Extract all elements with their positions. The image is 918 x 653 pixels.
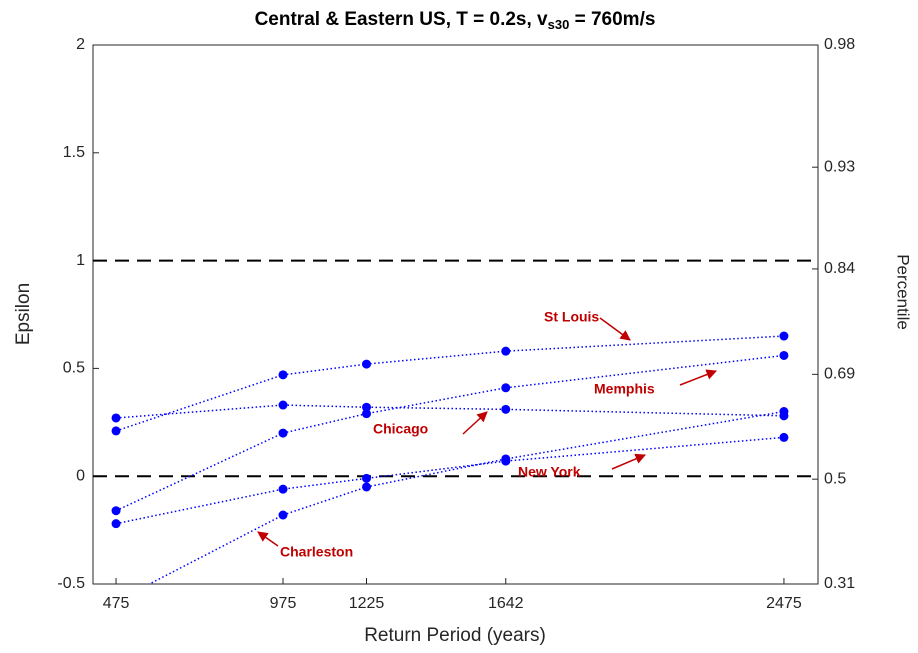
- data-point: [362, 402, 372, 412]
- data-point: [362, 359, 372, 369]
- data-point: [362, 473, 372, 483]
- y-tick-label: 2: [76, 36, 85, 53]
- data-point: [278, 484, 288, 494]
- data-point: [779, 432, 789, 442]
- data-point: [278, 400, 288, 410]
- data-point: [501, 454, 511, 464]
- y-tick-label: 1: [76, 252, 85, 269]
- data-point: [501, 346, 511, 356]
- y2-tick-label: 0.69: [824, 366, 855, 383]
- series-line: [115, 436, 785, 525]
- data-point: [111, 413, 121, 423]
- annotation-arrow: [599, 317, 631, 341]
- annotation-arrow: [257, 531, 279, 547]
- plot-area: [111, 331, 789, 584]
- data-point: [278, 370, 288, 380]
- data-point: [779, 331, 789, 341]
- plot-frame: [92, 44, 819, 585]
- annotation: Memphis: [594, 381, 655, 397]
- data-point: [362, 409, 372, 419]
- data-point: [111, 519, 121, 529]
- annotation-arrow: [462, 411, 488, 435]
- annotation: St Louis: [544, 309, 599, 325]
- annotation-arrow: [611, 453, 646, 470]
- data-point: [779, 350, 789, 360]
- annotation: Charleston: [280, 544, 353, 560]
- series-line: [115, 354, 785, 512]
- y2-tick-label: 0.5: [824, 470, 846, 487]
- y-tick-label: 1.5: [63, 144, 85, 161]
- y-tick-label: 0.5: [63, 360, 85, 377]
- x-axis-label: Return Period (years): [364, 625, 546, 646]
- x-tick-label: 975: [270, 595, 297, 612]
- chart-title: Central & Eastern US, T = 0.2s, vs30 = 7…: [255, 9, 656, 32]
- data-point: [501, 404, 511, 414]
- data-point: [501, 383, 511, 393]
- title-sub: s30: [548, 17, 570, 32]
- y2-tick-label: 0.93: [824, 158, 855, 175]
- data-point: [278, 510, 288, 520]
- series-line: [115, 404, 784, 419]
- series-line: [147, 410, 785, 584]
- annotation: Chicago: [373, 421, 428, 437]
- data-point: [111, 426, 121, 436]
- y-tick-label: 0: [76, 467, 85, 484]
- y2-tick-label: 0.31: [824, 575, 855, 592]
- y2-tick-label: 0.84: [824, 260, 855, 277]
- data-point: [278, 428, 288, 438]
- x-tick-label: 2475: [766, 595, 802, 612]
- title-part: = 760m/s: [569, 9, 655, 30]
- y-tick-label: -0.5: [57, 575, 85, 592]
- x-tick-label: 1225: [349, 595, 385, 612]
- y2-tick-label: 0.98: [824, 36, 855, 53]
- x-tick-label: 1642: [488, 595, 524, 612]
- y2-axis-label: Percentile: [894, 254, 913, 330]
- annotation-arrow: [679, 369, 717, 386]
- data-point: [362, 482, 372, 492]
- data-point: [111, 506, 121, 516]
- x-tick-label: 475: [103, 595, 130, 612]
- title-part: Central & Eastern US, T = 0.2s, v: [255, 9, 548, 30]
- annotation: New York: [518, 464, 581, 480]
- data-point: [779, 407, 789, 417]
- y-axis-label: Epsilon: [13, 283, 34, 345]
